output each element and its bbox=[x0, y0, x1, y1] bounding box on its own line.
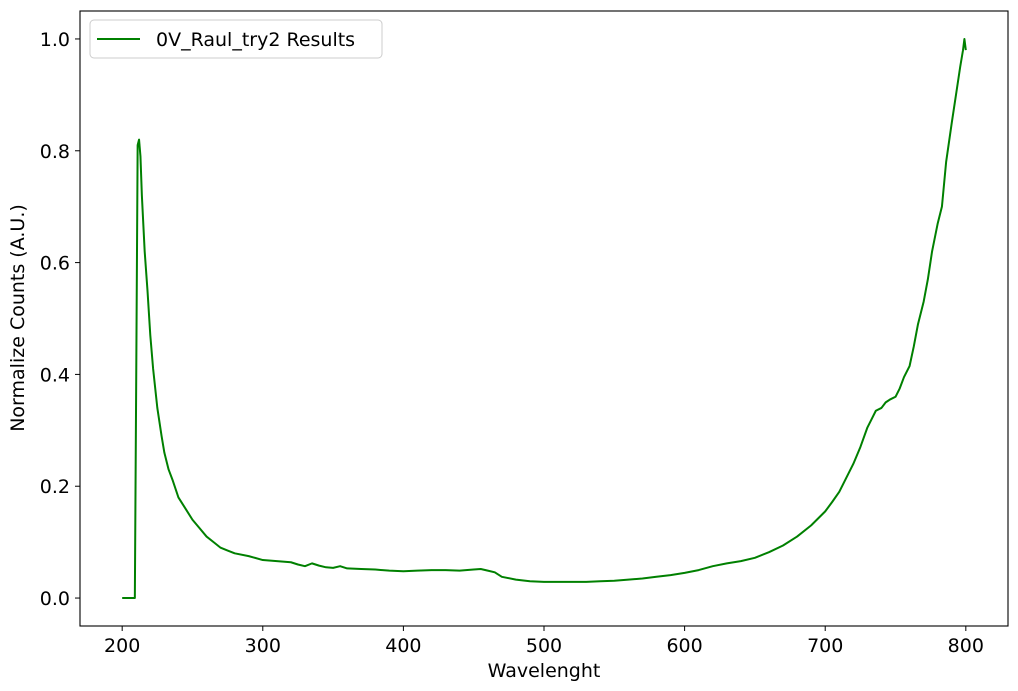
x-tick-label: 300 bbox=[245, 635, 281, 657]
x-tick-label: 600 bbox=[666, 635, 702, 657]
x-tick-label: 800 bbox=[948, 635, 984, 657]
x-tick-label: 500 bbox=[526, 635, 562, 657]
legend-entry: 0V_Raul_try2 Results bbox=[156, 29, 355, 51]
y-tick-label: 0.6 bbox=[40, 253, 70, 275]
x-axis-ticks: 200 300 400 500 600 700 800 bbox=[104, 626, 984, 657]
y-axis-ticks: 0.0 0.2 0.4 0.6 0.8 1.0 bbox=[40, 29, 80, 610]
y-tick-label: 1.0 bbox=[40, 29, 70, 51]
x-tick-label: 400 bbox=[385, 635, 421, 657]
y-axis-label: Normalize Counts (A.U.) bbox=[7, 204, 29, 432]
x-tick-label: 700 bbox=[807, 635, 843, 657]
x-tick-label: 200 bbox=[104, 635, 140, 657]
plot-area bbox=[80, 11, 1008, 626]
series-layer bbox=[122, 37, 967, 600]
series-line bbox=[122, 37, 967, 600]
y-tick-label: 0.2 bbox=[40, 476, 70, 498]
legend: 0V_Raul_try2 Results bbox=[89, 19, 383, 59]
y-tick-label: 0.4 bbox=[40, 364, 70, 386]
y-tick-label: 0.8 bbox=[40, 141, 70, 163]
y-tick-label: 0.0 bbox=[40, 588, 70, 610]
legend-box bbox=[89, 19, 383, 59]
x-axis-label: Wavelenght bbox=[488, 660, 601, 682]
